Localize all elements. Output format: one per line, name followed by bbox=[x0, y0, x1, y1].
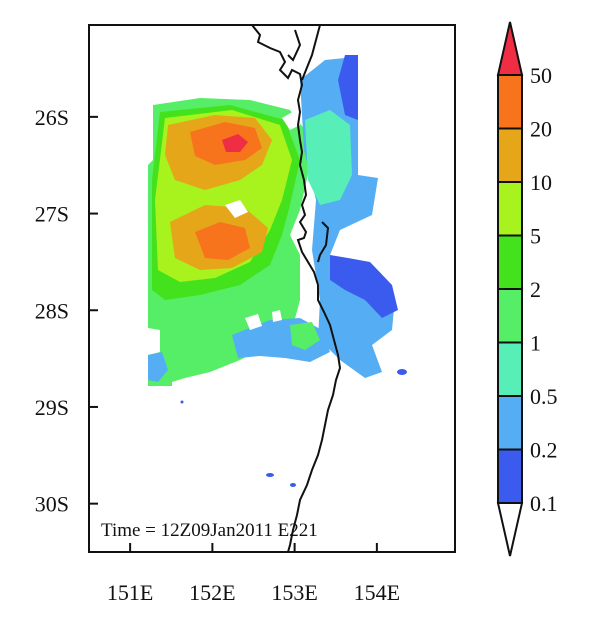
dry-hole-2 bbox=[272, 310, 282, 322]
colorbar-lower-extend bbox=[496, 502, 524, 557]
coastline-island-2 bbox=[287, 29, 302, 62]
axis-ticks: 26S 27S 28S 29S 30S 151E 152E 153E 154E bbox=[35, 105, 400, 605]
lat-tick-label: 30S bbox=[35, 492, 69, 517]
colorbar-label: 20 bbox=[530, 117, 552, 142]
dry-hole-4 bbox=[282, 110, 300, 130]
lon-tick-label: 153E bbox=[271, 580, 317, 605]
precip-region-offshore-dark bbox=[330, 255, 398, 318]
lat-tick-label: 28S bbox=[35, 298, 69, 323]
precipitation-field bbox=[148, 25, 407, 552]
lat-tick-label: 27S bbox=[35, 202, 69, 227]
precip-patch-sw bbox=[148, 352, 168, 382]
colorbar: 0.1 0.2 0.5 1 2 5 10 20 50 bbox=[496, 21, 558, 557]
lat-tick-label: 29S bbox=[35, 395, 69, 420]
colorbar-label: 5 bbox=[530, 224, 541, 249]
time-label: Time = 12Z09Jan2011 E221 bbox=[101, 520, 318, 541]
colorbar-segment bbox=[497, 181, 523, 237]
precip-region-offshore-cyan bbox=[305, 110, 352, 205]
colorbar-segment bbox=[497, 234, 523, 290]
precip-patch-speck-3 bbox=[180, 400, 184, 404]
lat-tick-label: 26S bbox=[35, 105, 69, 130]
precip-patch-se bbox=[397, 369, 407, 375]
dry-hole-1 bbox=[225, 200, 248, 218]
colorbar-label: 10 bbox=[530, 170, 552, 195]
colorbar-label: 0.1 bbox=[530, 491, 558, 516]
lon-tick-label: 152E bbox=[189, 580, 235, 605]
lon-tick-label: 154E bbox=[354, 580, 400, 605]
colorbar-segment bbox=[497, 74, 523, 130]
dry-hole-3 bbox=[245, 314, 262, 330]
coastline bbox=[251, 25, 342, 552]
precip-region-offshore-dark-n bbox=[338, 55, 358, 120]
precip-patch-speck-1 bbox=[266, 473, 274, 477]
colorbar-label: 1 bbox=[530, 331, 541, 356]
precip-patch-speck-2 bbox=[290, 483, 296, 487]
map-frame bbox=[88, 24, 456, 553]
colorbar-segment bbox=[497, 288, 523, 344]
colorbar-segment bbox=[497, 127, 523, 183]
colorbar-label: 2 bbox=[530, 277, 541, 302]
colorbar-label: 50 bbox=[530, 63, 552, 88]
colorbar-segment bbox=[497, 341, 523, 397]
colorbar-label: 0.5 bbox=[530, 384, 558, 409]
precip-patch-south-green bbox=[290, 322, 320, 350]
coastline-island bbox=[301, 25, 330, 263]
colorbar-label: 0.2 bbox=[530, 438, 558, 463]
lon-tick-label: 151E bbox=[107, 580, 153, 605]
colorbar-segment bbox=[497, 395, 523, 451]
precip-core-max bbox=[222, 134, 248, 152]
colorbar-segment bbox=[497, 448, 523, 504]
colorbar-upper-extend bbox=[496, 21, 524, 76]
precip-core-south-high bbox=[195, 222, 250, 260]
